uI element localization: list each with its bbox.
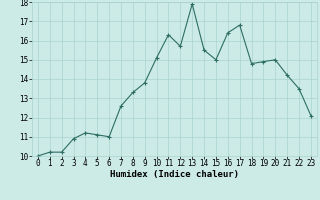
X-axis label: Humidex (Indice chaleur): Humidex (Indice chaleur) bbox=[110, 170, 239, 179]
